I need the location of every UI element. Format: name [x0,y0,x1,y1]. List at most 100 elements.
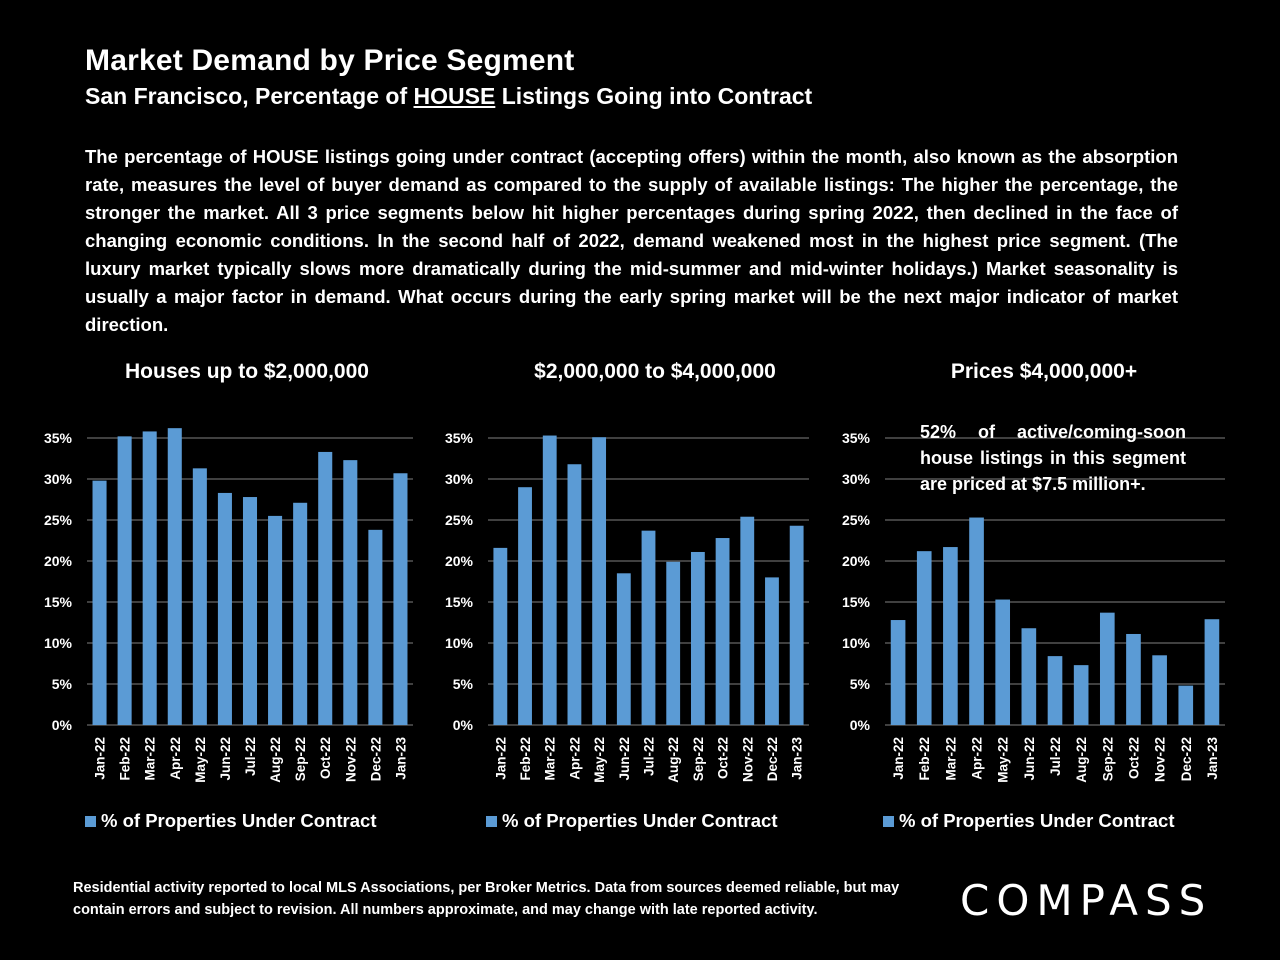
y-tick-label: 20% [445,553,474,569]
chart-title-segment-1: Houses up to $2,000,000 [125,360,369,383]
bar [1047,656,1063,725]
bar [592,437,607,725]
x-tick-label: Nov-22 [1153,737,1168,782]
bar [343,460,358,725]
compass-logo: COMPASS [960,876,1213,925]
bar [518,487,532,725]
bar [393,473,408,725]
subtitle-emphasis: HOUSE [413,83,496,109]
x-tick-label: Mar-22 [143,737,158,781]
y-tick-label: 20% [44,553,73,569]
bar [740,516,755,725]
x-tick-label: Sep-22 [293,737,308,781]
bar [293,502,308,725]
x-tick-label: Aug-22 [268,737,283,783]
x-tick-label: Jan-22 [93,737,108,780]
bar [1204,619,1220,725]
x-tick-label: Jan-23 [790,737,805,780]
y-tick-label: 25% [44,512,73,528]
y-tick-label: 30% [44,471,73,487]
bar [167,428,182,725]
x-tick-label: Sep-22 [1100,737,1115,781]
chart-1: 0% 5% 10% 15% 20% 25% 30% 35% Jan-22 Feb-22 Mar-22… [44,428,413,831]
bar [1021,628,1037,725]
bar [242,497,258,725]
x-tick-label: Dec-22 [368,737,383,781]
y-tick-label: 30% [445,471,474,487]
x-tick-label: May-22 [193,737,208,783]
x-tick-label: Jul-22 [1048,737,1063,776]
x-tick-label: Dec-22 [765,737,780,781]
bar [542,435,557,725]
bar [1152,655,1167,725]
bar [1178,685,1194,725]
chart-title-segment-3: Prices $4,000,000+ [950,360,1138,383]
legend-swatch [85,816,96,827]
chart-3: 0% 5% 10% 15% 20% 25% 30% 35% Jan-22 Feb-22 Mar-22… [842,430,1225,831]
y-tick-label: 35% [842,430,871,446]
bar [142,431,157,725]
bar [1099,612,1115,725]
footer-disclaimer: Residential activity reported to local M… [73,880,900,918]
x-tick-label: Jul-22 [642,737,657,776]
x-tick-label: Oct-22 [1126,737,1141,779]
description-paragraph: The percentage of HOUSE listings going u… [85,146,1178,335]
x-tick-label: Sep-22 [691,737,706,781]
page-subtitle: San Francisco, Percentage of HOUSE Listi… [85,83,812,110]
y-tick-label: 0% [453,717,474,733]
x-tick-label: Jun-22 [1022,737,1037,781]
bar [789,525,804,725]
legend-label: % of Properties Under Contract [101,810,377,831]
y-tick-label: 35% [445,430,474,446]
y-tick-label: 15% [842,594,871,610]
bar [567,464,582,725]
legend-label: % of Properties Under Contract [899,810,1175,831]
x-tick-label: Mar-22 [943,737,958,781]
y-tick-label: 0% [52,717,73,733]
y-tick-label: 10% [445,635,474,651]
bar [1073,665,1089,725]
y-tick-label: 15% [44,594,73,610]
x-tick-label: Jun-22 [218,737,233,781]
x-tick-label: Apr-22 [567,737,582,780]
bar [890,620,906,725]
bar [969,517,984,725]
bar [368,529,383,725]
x-tick-label: Apr-22 [168,737,183,780]
x-tick-label: Feb-22 [917,737,932,781]
y-tick-label: 5% [52,676,73,692]
x-tick-label: Jun-22 [617,737,632,781]
y-tick-label: 0% [850,717,871,733]
bar [916,551,932,725]
x-tick-label: Apr-22 [970,737,985,780]
x-tick-label: Oct-22 [716,737,731,779]
y-tick-label: 5% [453,676,474,692]
y-tick-label: 10% [44,635,73,651]
x-tick-label: May-22 [592,737,607,783]
legend-label: % of Properties Under Contract [502,810,778,831]
x-tick-label: Aug-22 [1074,737,1089,783]
x-tick-label: Jul-22 [243,737,258,776]
bar [943,547,958,725]
bar-charts: 0% 5% 10% 15% 20% 25% 30% 35% Jan-22 Feb-22 Mar-22… [44,428,1225,831]
chart-2: 0% 5% 10% 15% 20% 25% 30% 35% Jan-22 Feb-22 Mar-22… [445,430,809,831]
bar [641,530,656,725]
x-tick-label: Mar-22 [543,737,558,781]
x-tick-label: Feb-22 [518,737,533,781]
x-tick-label: Feb-22 [118,737,133,781]
x-tick-label: Jan-23 [393,737,408,780]
legend-swatch [486,816,497,827]
segment-note: 52% of active/coming-soon house listings… [920,422,1186,494]
bar [765,577,779,725]
bar [493,547,508,725]
y-tick-label: 20% [842,553,871,569]
y-tick-label: 30% [842,471,871,487]
x-tick-label: Jan-23 [1205,737,1220,780]
bar [995,599,1011,725]
bar [616,573,631,725]
y-tick-label: 25% [445,512,474,528]
x-tick-label: Dec-22 [1179,737,1194,781]
bar [666,561,681,725]
subtitle-post: Listings Going into Contract [495,83,813,109]
page-title: Market Demand by Price Segment [85,44,575,77]
